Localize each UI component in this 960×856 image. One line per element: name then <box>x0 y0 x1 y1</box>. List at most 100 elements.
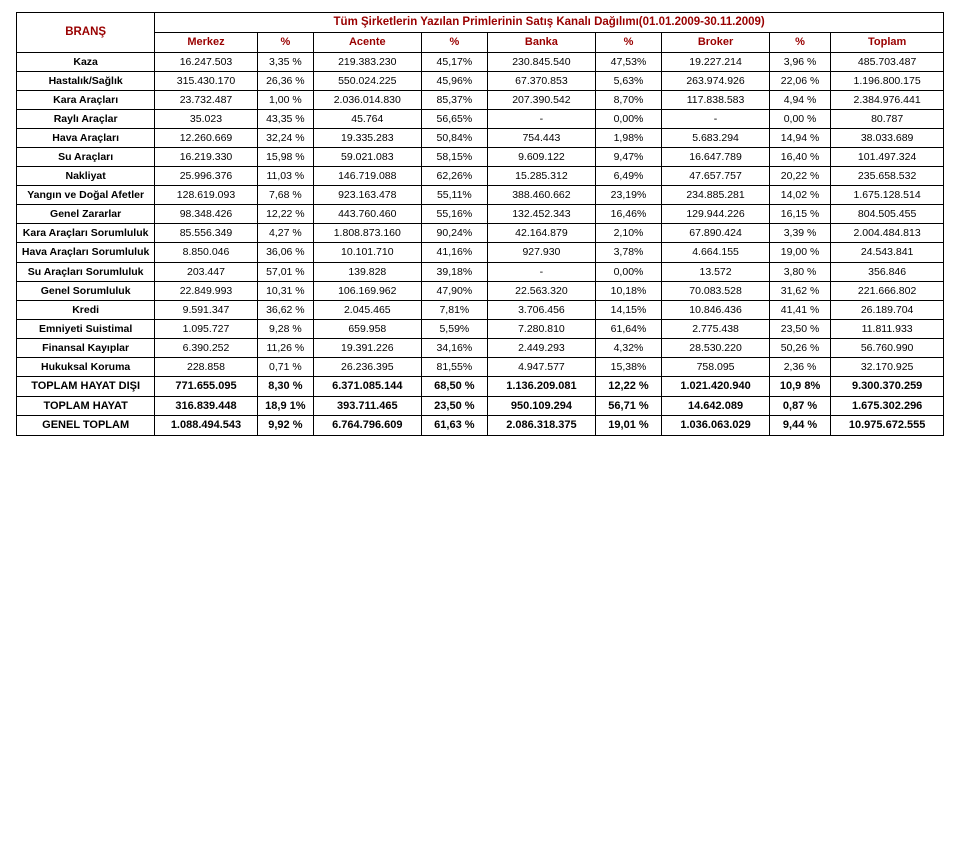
cell: 2.004.484.813 <box>831 224 944 243</box>
cell: 15,98 % <box>257 148 313 167</box>
cell: 85,37% <box>421 90 488 109</box>
table-row: Raylı Araçlar35.02343,35 %45.76456,65%-0… <box>17 110 944 129</box>
col-pct-banka: % <box>595 33 662 53</box>
cell: 18,9 1% <box>257 396 313 416</box>
cell: 22,06 % <box>769 71 830 90</box>
cell: 1.095.727 <box>155 319 257 338</box>
cell: 55,16% <box>421 205 488 224</box>
cell: 6.371.085.144 <box>314 376 422 396</box>
row-label: TOPLAM HAYAT <box>17 396 155 416</box>
cell: 315.430.170 <box>155 71 257 90</box>
cell: 19,01 % <box>595 416 662 436</box>
table-row: Su Araçları Sorumluluk203.44757,01 %139.… <box>17 262 944 281</box>
cell: 16,40 % <box>769 148 830 167</box>
cell: 235.658.532 <box>831 167 944 186</box>
cell: 31,62 % <box>769 281 830 300</box>
cell: 1.136.209.081 <box>488 376 596 396</box>
cell: 4,27 % <box>257 224 313 243</box>
cell: 10,18% <box>595 281 662 300</box>
table-row: Hukuksal Koruma228.8580,71 %26.236.39581… <box>17 357 944 376</box>
cell: 15,38% <box>595 357 662 376</box>
cell: 9.300.370.259 <box>831 376 944 396</box>
row-label: Hava Araçları <box>17 129 155 148</box>
table-row: Kara Araçları23.732.4871,00 %2.036.014.8… <box>17 90 944 109</box>
cell: 3,80 % <box>769 262 830 281</box>
row-label: Raylı Araçlar <box>17 110 155 129</box>
cell: 2.045.465 <box>314 300 422 319</box>
cell: 4,94 % <box>769 90 830 109</box>
cell: 16,15 % <box>769 205 830 224</box>
cell: 923.163.478 <box>314 186 422 205</box>
cell: 758.095 <box>662 357 770 376</box>
cell: 11,26 % <box>257 338 313 357</box>
cell: 11,03 % <box>257 167 313 186</box>
cell: 3,39 % <box>769 224 830 243</box>
col-broker: Broker <box>662 33 770 53</box>
cell: 19.227.214 <box>662 52 770 71</box>
cell: 45,17% <box>421 52 488 71</box>
col-pct-merkez: % <box>257 33 313 53</box>
cell: 117.838.583 <box>662 90 770 109</box>
cell: 85.556.349 <box>155 224 257 243</box>
row-label: Genel Sorumluluk <box>17 281 155 300</box>
cell: 0,71 % <box>257 357 313 376</box>
cell: 28.530.220 <box>662 338 770 357</box>
cell: 98.348.426 <box>155 205 257 224</box>
table-title: Tüm Şirketlerin Yazılan Primlerinin Satı… <box>155 13 944 33</box>
cell: 38.033.689 <box>831 129 944 148</box>
cell: 47,53% <box>595 52 662 71</box>
cell: 12,22 % <box>595 376 662 396</box>
cell: 23.732.487 <box>155 90 257 109</box>
cell: 1.196.800.175 <box>831 71 944 90</box>
cell: 443.760.460 <box>314 205 422 224</box>
cell: 9.591.347 <box>155 300 257 319</box>
cell: 5,63% <box>595 71 662 90</box>
cell: 24.543.841 <box>831 243 944 262</box>
cell: 950.109.294 <box>488 396 596 416</box>
cell: 1.675.302.296 <box>831 396 944 416</box>
row-label: Hukuksal Koruma <box>17 357 155 376</box>
cell: 6.390.252 <box>155 338 257 357</box>
cell: 234.885.281 <box>662 186 770 205</box>
cell: 14,15% <box>595 300 662 319</box>
cell: 41,16% <box>421 243 488 262</box>
cell: 13.572 <box>662 262 770 281</box>
cell: 263.974.926 <box>662 71 770 90</box>
cell: 81,55% <box>421 357 488 376</box>
cell: 56,65% <box>421 110 488 129</box>
table-row: Kara Araçları Sorumluluk85.556.3494,27 %… <box>17 224 944 243</box>
cell: 4.947.577 <box>488 357 596 376</box>
cell: 14,94 % <box>769 129 830 148</box>
cell: 14,02 % <box>769 186 830 205</box>
cell: 45.764 <box>314 110 422 129</box>
cell: 12.260.669 <box>155 129 257 148</box>
cell: 927.930 <box>488 243 596 262</box>
cell: 25.996.376 <box>155 167 257 186</box>
cell: 356.846 <box>831 262 944 281</box>
cell: 5.683.294 <box>662 129 770 148</box>
col-pct-acente: % <box>421 33 488 53</box>
table-row: GENEL TOPLAM1.088.494.5439,92 %6.764.796… <box>17 416 944 436</box>
cell: 10.846.436 <box>662 300 770 319</box>
cell: 35.023 <box>155 110 257 129</box>
cell: 57,01 % <box>257 262 313 281</box>
cell: 23,50 % <box>769 319 830 338</box>
cell: 16.247.503 <box>155 52 257 71</box>
cell: 20,22 % <box>769 167 830 186</box>
col-merkez: Merkez <box>155 33 257 53</box>
table-row: Genel Zararlar98.348.42612,22 %443.760.4… <box>17 205 944 224</box>
cell: 1.808.873.160 <box>314 224 422 243</box>
cell: 207.390.542 <box>488 90 596 109</box>
table-row: Genel Sorumluluk22.849.99310,31 %106.169… <box>17 281 944 300</box>
cell: 0,87 % <box>769 396 830 416</box>
row-label: Hastalık/Sağlık <box>17 71 155 90</box>
cell: 50,26 % <box>769 338 830 357</box>
cell: 132.452.343 <box>488 205 596 224</box>
cell: 3,96 % <box>769 52 830 71</box>
cell: 2.775.438 <box>662 319 770 338</box>
row-label: GENEL TOPLAM <box>17 416 155 436</box>
cell: 56.760.990 <box>831 338 944 357</box>
cell: 8.850.046 <box>155 243 257 262</box>
cell: 39,18% <box>421 262 488 281</box>
cell: 2.384.976.441 <box>831 90 944 109</box>
